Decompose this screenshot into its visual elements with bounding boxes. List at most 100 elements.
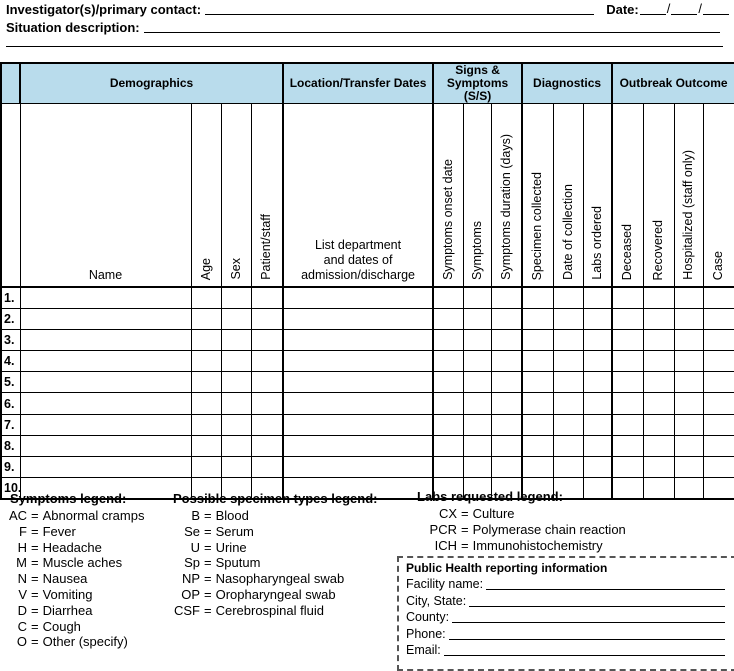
empty-cell[interactable] [673,371,704,394]
empty-cell[interactable] [250,392,285,415]
empty-cell[interactable] [490,477,524,500]
empty-cell[interactable] [582,434,614,458]
empty-cell[interactable] [250,455,285,479]
empty-cell[interactable] [552,350,584,373]
empty-cell[interactable] [552,413,584,436]
empty-cell[interactable] [462,392,492,415]
ph-field-input-line[interactable] [486,588,725,591]
empty-cell[interactable] [611,434,644,458]
empty-cell[interactable] [19,286,192,309]
empty-cell[interactable] [432,286,464,309]
empty-cell[interactable] [190,413,222,436]
empty-cell[interactable] [552,455,584,479]
empty-cell[interactable] [490,455,524,479]
situation-input-line[interactable] [143,31,720,33]
empty-cell[interactable] [282,328,435,352]
empty-cell[interactable] [19,455,192,479]
empty-cell[interactable] [552,286,584,309]
empty-cell[interactable] [432,307,464,330]
empty-cell[interactable] [611,413,644,436]
date-month-line[interactable] [639,4,666,15]
empty-cell[interactable] [642,434,675,458]
empty-cell[interactable] [642,286,675,309]
empty-cell[interactable] [582,328,614,352]
empty-cell[interactable] [521,413,554,436]
empty-cell[interactable] [521,307,554,330]
empty-cell[interactable] [673,350,704,373]
empty-cell[interactable] [642,328,675,352]
empty-cell[interactable] [250,286,285,309]
empty-cell[interactable] [582,455,614,479]
empty-cell[interactable] [642,392,675,415]
empty-cell[interactable] [220,413,252,436]
ph-field-input-line[interactable] [443,654,725,656]
empty-cell[interactable] [462,307,492,330]
empty-cell[interactable] [642,413,675,436]
empty-cell[interactable] [521,328,554,352]
empty-cell[interactable] [190,307,222,330]
empty-cell[interactable] [282,286,435,309]
empty-cell[interactable] [250,307,285,330]
empty-cell[interactable] [490,328,524,352]
empty-cell[interactable] [582,413,614,436]
empty-cell[interactable] [19,307,192,330]
empty-cell[interactable] [490,286,524,309]
empty-cell[interactable] [462,455,492,479]
empty-cell[interactable] [702,392,734,415]
empty-cell[interactable] [220,350,252,373]
empty-cell[interactable] [220,455,252,479]
empty-cell[interactable] [432,371,464,394]
empty-cell[interactable] [611,286,644,309]
empty-cell[interactable] [702,286,734,309]
empty-cell[interactable] [552,392,584,415]
date-day-line[interactable] [671,4,698,15]
empty-cell[interactable] [552,307,584,330]
empty-cell[interactable] [250,350,285,373]
empty-cell[interactable] [462,286,492,309]
empty-cell[interactable] [190,350,222,373]
empty-cell[interactable] [250,371,285,394]
empty-cell[interactable] [702,434,734,458]
empty-cell[interactable] [282,350,435,373]
empty-cell[interactable] [582,350,614,373]
investigator-input-line[interactable] [205,13,595,15]
empty-cell[interactable] [462,328,492,352]
empty-cell[interactable] [190,434,222,458]
empty-cell[interactable] [673,328,704,352]
ph-field-input-line[interactable] [448,638,725,640]
empty-cell[interactable] [582,307,614,330]
empty-cell[interactable] [673,455,704,479]
empty-cell[interactable] [432,413,464,436]
empty-cell[interactable] [582,392,614,415]
empty-cell[interactable] [250,434,285,458]
empty-cell[interactable] [190,328,222,352]
empty-cell[interactable] [673,413,704,436]
empty-cell[interactable] [432,328,464,352]
empty-cell[interactable] [611,350,644,373]
empty-cell[interactable] [462,350,492,373]
empty-cell[interactable] [521,286,554,309]
empty-cell[interactable] [521,434,554,458]
empty-cell[interactable] [282,307,435,330]
empty-cell[interactable] [250,477,285,500]
empty-cell[interactable] [282,413,435,436]
empty-cell[interactable] [490,434,524,458]
empty-cell[interactable] [190,371,222,394]
ph-field-input-line[interactable] [469,605,725,607]
empty-cell[interactable] [432,455,464,479]
empty-cell[interactable] [642,371,675,394]
empty-cell[interactable] [702,371,734,394]
empty-cell[interactable] [19,350,192,373]
empty-cell[interactable] [462,434,492,458]
empty-cell[interactable] [552,328,584,352]
empty-cell[interactable] [220,328,252,352]
empty-cell[interactable] [673,307,704,330]
empty-cell[interactable] [611,392,644,415]
empty-cell[interactable] [282,371,435,394]
empty-cell[interactable] [702,307,734,330]
empty-cell[interactable] [702,350,734,373]
empty-cell[interactable] [220,392,252,415]
empty-cell[interactable] [490,350,524,373]
empty-cell[interactable] [462,371,492,394]
empty-cell[interactable] [642,350,675,373]
